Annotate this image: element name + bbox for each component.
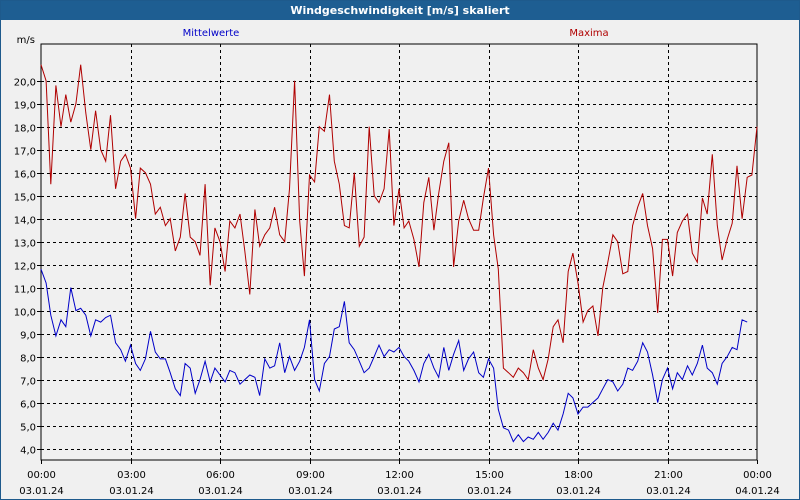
x-tick-time-label: 09:00 [296,470,325,481]
x-tick-time-label: 00:00 [743,470,772,481]
legend-entry-maxima: Maxima [569,28,608,39]
x-tick-date-label: 03.01.24 [109,486,154,497]
x-tick-date-label: 03.01.24 [556,486,601,497]
x-tick-time-label: 12:00 [385,470,414,481]
y-tick-label: 19,0 [14,101,36,112]
x-tick-time-label: 15:00 [475,470,504,481]
y-tick-label: 20,0 [14,78,36,89]
y-tick-label: 13,0 [14,239,36,250]
y-axis-label: m/s [17,35,35,46]
x-tick-date-label: 03.01.24 [467,486,512,497]
y-tick-label: 18,0 [14,124,36,135]
y-tick-label: 4,0 [20,446,36,457]
x-tick-time-label: 00:00 [27,470,56,481]
x-tick-time-label: 18:00 [564,470,593,481]
y-tick-label: 10,0 [14,308,36,319]
series-line-mittelwerte [40,269,748,443]
series-line-maxima [40,64,758,382]
x-tick-date-label: 03.01.24 [646,486,691,497]
y-tick-label: 11,0 [14,285,36,296]
y-tick-label: 9,0 [20,331,36,342]
y-tick-label: 16,0 [14,170,36,181]
x-tick-date-label: 03.01.24 [377,486,422,497]
x-tick-date-label: 03.01.24 [288,486,333,497]
x-tick-date-label: 04.01.24 [735,486,780,497]
y-tick-label: 6,0 [20,400,36,411]
y-tick-label: 15,0 [14,193,36,204]
y-tick-label: 8,0 [20,354,36,365]
y-tick-label: 5,0 [20,423,36,434]
window-title: Windgeschwindigkeit [m/s] skaliert [1,1,799,20]
x-tick-time-label: 06:00 [206,470,235,481]
x-tick-time-label: 03:00 [117,470,146,481]
y-tick-label: 17,0 [14,147,36,158]
y-tick-label: 12,0 [14,262,36,273]
legend-entry-mittelwerte: Mittelwerte [183,28,240,39]
y-tick-label: 14,0 [14,216,36,227]
y-tick-label: 7,0 [20,377,36,388]
plot-area [40,43,758,461]
x-tick-time-label: 21:00 [654,470,683,481]
x-tick-date-label: 03.01.24 [198,486,243,497]
x-tick-date-label: 03.01.24 [19,486,64,497]
